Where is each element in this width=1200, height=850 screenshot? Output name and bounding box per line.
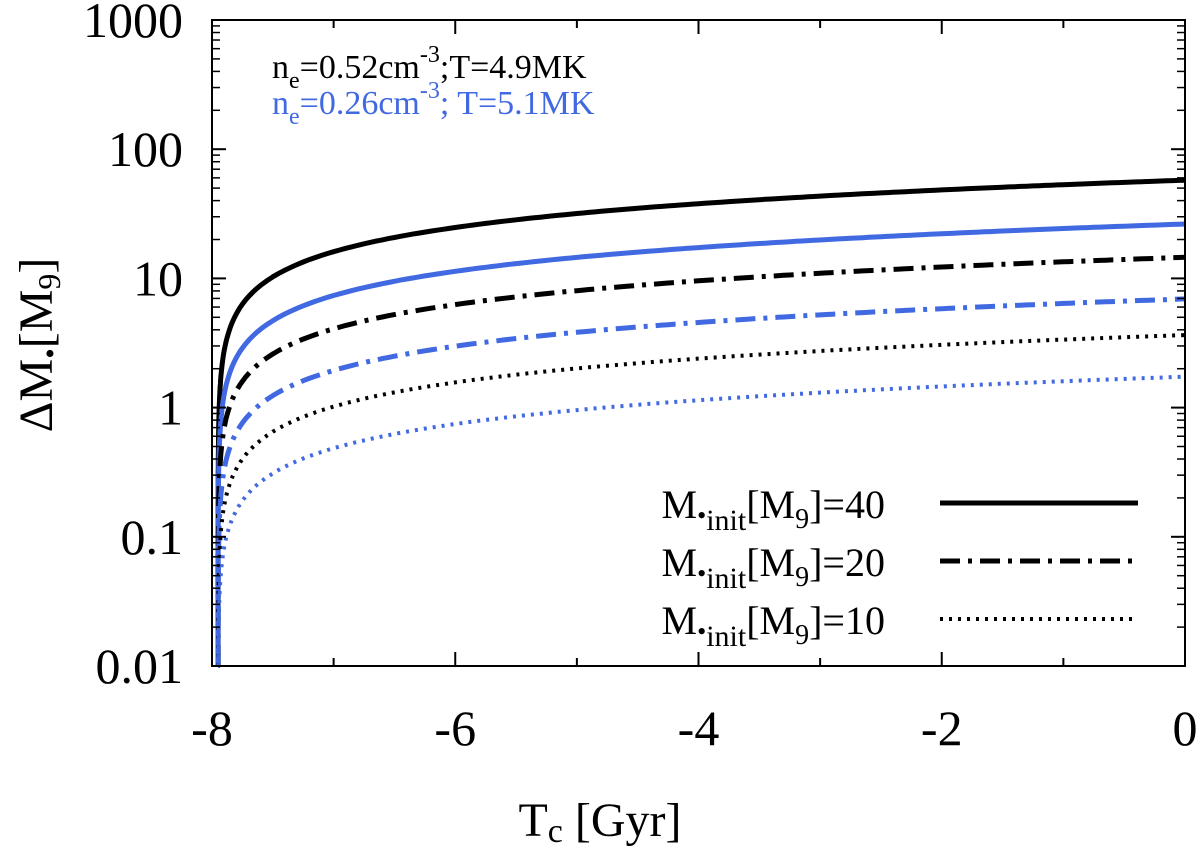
series-line-5 (216, 374, 1186, 668)
x-tick-label: -8 (191, 700, 233, 756)
y-tick-label: 10 (133, 250, 183, 306)
x-tick-label: -6 (434, 700, 476, 756)
series-line-3 (215, 296, 1186, 666)
y-tick-label: 0.1 (121, 509, 184, 565)
y-tick-label: 100 (108, 121, 183, 177)
axis-ticks: -8 -6 -4 -2 0 0.01 0.1 1 10 100 1000 (83, 0, 1198, 756)
legend-label-10: M•init[M9]=10 (662, 598, 885, 653)
legend: M•init[M9]=40 M•init[M9]=20 M•init[M9]=1… (662, 482, 1138, 653)
series-group (215, 177, 1186, 668)
y-tick-label: 0.01 (96, 638, 184, 694)
legend-label-40: M•init[M9]=40 (662, 482, 885, 537)
x-tick-label: -4 (678, 700, 720, 756)
series-line-2 (215, 254, 1186, 666)
series-line-1 (215, 221, 1186, 666)
y-tick-label: 1000 (83, 0, 183, 48)
series-line-0 (215, 177, 1186, 666)
x-tick-label: -2 (921, 700, 963, 756)
x-tick-label: 0 (1173, 700, 1198, 756)
x-axis-label: Tc [Gyr] (518, 794, 681, 850)
legend-label-20: M•init[M9]=20 (662, 540, 885, 595)
annotation-blue: ne=0.26cm-3; T=5.1MK (272, 78, 595, 130)
y-axis-label: ΔM•[M9] (10, 258, 67, 433)
series-line-4 (216, 333, 1186, 666)
y-tick-label: 1 (158, 380, 183, 436)
annotation-black: ne=0.52cm-3;T=4.9MK (272, 42, 587, 94)
